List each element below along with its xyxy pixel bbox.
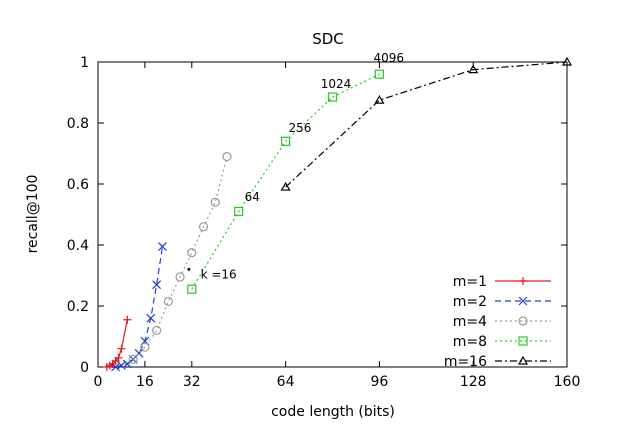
data-point: [111, 362, 121, 372]
legend-label: m=1: [453, 274, 487, 290]
series-line: [132, 156, 228, 360]
legend-label: m=8: [453, 334, 487, 350]
y-tick-label: 0.4: [67, 238, 89, 254]
data-point: [114, 353, 123, 362]
legend-marker: [517, 355, 529, 365]
data-point: [163, 296, 173, 307]
annotations: k =16 64 256 1024 4096: [187, 51, 404, 282]
y-tick-label: 0.6: [67, 177, 89, 193]
legend-label: m=16: [444, 354, 487, 370]
y-tick-label: 0.2: [67, 299, 89, 315]
plot-frame: [97, 61, 568, 368]
legend-marker: [519, 277, 527, 285]
data-point: [152, 280, 162, 290]
data-point: [175, 272, 185, 282]
axis-ticks: 0 16 32 64 96 128 160 0 0.2 0.4 0.6 0.8 1: [67, 55, 581, 390]
series-m-4: [128, 151, 232, 364]
annotation-label: k =16: [201, 268, 237, 282]
x-tick-label: 64: [277, 374, 295, 390]
legend-marker: [518, 316, 528, 326]
data-point: [158, 242, 167, 251]
data-point: [187, 248, 197, 258]
data-point: [210, 197, 220, 207]
y-tick-label: 1: [80, 55, 89, 71]
y-axis-label: recall@100: [25, 175, 41, 254]
series-m-16: [280, 56, 573, 191]
data-point: [468, 64, 479, 74]
annotation-label: 1024: [321, 77, 352, 91]
series-line: [285, 61, 568, 188]
annotation-label: 4096: [374, 51, 405, 65]
series-m-1: [102, 315, 132, 371]
x-tick-label: 0: [94, 374, 103, 390]
data-point: [123, 315, 132, 324]
legend-marker: [518, 336, 528, 346]
legend-label: m=4: [453, 314, 487, 330]
x-tick-label: 32: [183, 374, 201, 390]
legend-marker: [518, 296, 528, 306]
data-point: [374, 94, 385, 104]
y-tick-label: 0: [80, 360, 89, 376]
data-point: [117, 361, 126, 370]
annotation-dot: [187, 267, 191, 271]
data-point: [198, 222, 209, 232]
data-point: [280, 181, 291, 191]
data-point: [234, 206, 244, 217]
y-tick-label: 0.8: [67, 116, 89, 132]
series-line: [191, 73, 380, 290]
data-point: [140, 342, 150, 352]
data-point: [187, 284, 197, 294]
series-m-2: [111, 242, 167, 372]
series-m-8: [187, 69, 384, 294]
data-point: [146, 313, 156, 323]
data-point: [281, 136, 291, 146]
legend-label: m=2: [453, 294, 487, 310]
chart-title: SDC: [312, 30, 344, 48]
data-point: [327, 92, 338, 102]
data-point: [222, 151, 232, 162]
series-layer: [102, 56, 573, 372]
data-point: [152, 325, 162, 335]
x-axis-label: code length (bits): [271, 404, 395, 420]
x-tick-label: 128: [460, 374, 487, 390]
annotation-label: 256: [289, 121, 312, 135]
annotation-label: 64: [245, 190, 260, 204]
data-point: [117, 344, 126, 353]
x-tick-label: 16: [136, 374, 154, 390]
x-tick-label: 96: [370, 374, 388, 390]
series-line: [106, 319, 128, 368]
data-point: [374, 69, 384, 79]
legend: m=1 m=2 m=4 m=8 m=16: [444, 274, 551, 370]
data-point: [561, 56, 573, 66]
data-point: [134, 348, 144, 358]
x-tick-label: 160: [554, 374, 581, 390]
data-point: [128, 354, 138, 364]
